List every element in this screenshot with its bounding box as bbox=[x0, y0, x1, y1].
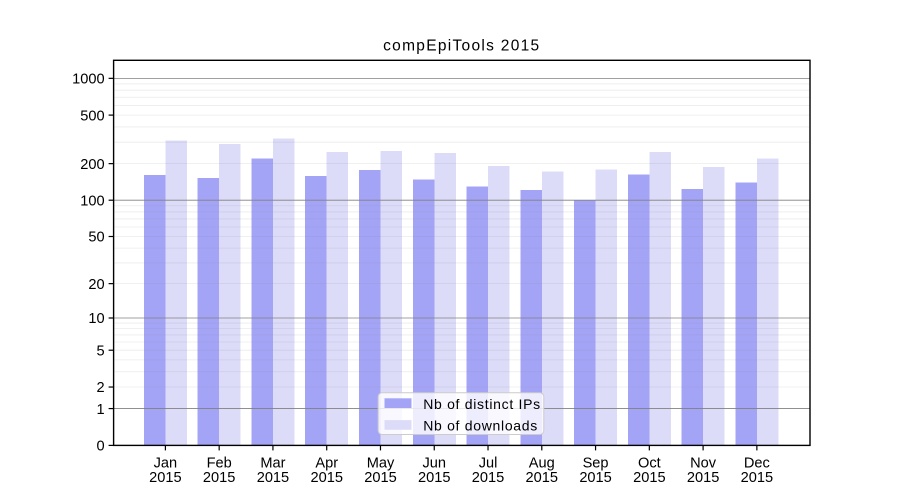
svg-text:2015: 2015 bbox=[418, 470, 450, 486]
svg-text:compEpiTools 2015: compEpiTools 2015 bbox=[383, 37, 540, 54]
svg-text:10: 10 bbox=[88, 311, 104, 327]
svg-text:Apr: Apr bbox=[315, 455, 338, 471]
svg-text:2015: 2015 bbox=[203, 470, 235, 486]
svg-text:Sep: Sep bbox=[583, 455, 609, 471]
svg-text:Jan: Jan bbox=[154, 455, 178, 471]
svg-text:50: 50 bbox=[88, 230, 104, 246]
svg-text:Jul: Jul bbox=[479, 455, 498, 471]
svg-text:2015: 2015 bbox=[257, 470, 289, 486]
svg-text:200: 200 bbox=[80, 157, 104, 173]
svg-text:Nov: Nov bbox=[690, 455, 717, 471]
svg-text:0: 0 bbox=[96, 439, 104, 455]
svg-text:2015: 2015 bbox=[149, 470, 181, 486]
svg-text:Mar: Mar bbox=[260, 455, 285, 471]
svg-text:2015: 2015 bbox=[579, 470, 611, 486]
svg-text:2015: 2015 bbox=[633, 470, 665, 486]
svg-text:500: 500 bbox=[80, 108, 104, 124]
svg-text:Nb of distinct IPs: Nb of distinct IPs bbox=[423, 396, 541, 412]
svg-text:May: May bbox=[367, 455, 395, 471]
svg-text:Feb: Feb bbox=[207, 455, 232, 471]
svg-text:5: 5 bbox=[96, 343, 104, 359]
svg-text:2015: 2015 bbox=[741, 470, 773, 486]
svg-text:Oct: Oct bbox=[638, 455, 661, 471]
svg-text:2015: 2015 bbox=[526, 470, 558, 486]
svg-text:20: 20 bbox=[88, 277, 104, 293]
svg-text:Jun: Jun bbox=[422, 455, 446, 471]
svg-text:2: 2 bbox=[96, 380, 104, 396]
svg-text:Dec: Dec bbox=[744, 455, 770, 471]
svg-text:2015: 2015 bbox=[472, 470, 504, 486]
svg-text:2015: 2015 bbox=[364, 470, 396, 486]
svg-text:Nb of downloads: Nb of downloads bbox=[423, 418, 538, 434]
svg-text:1: 1 bbox=[96, 402, 104, 418]
svg-text:1000: 1000 bbox=[72, 72, 104, 88]
svg-text:2015: 2015 bbox=[687, 470, 719, 486]
svg-text:Aug: Aug bbox=[529, 455, 555, 471]
svg-text:100: 100 bbox=[80, 193, 104, 209]
svg-text:2015: 2015 bbox=[310, 470, 342, 486]
